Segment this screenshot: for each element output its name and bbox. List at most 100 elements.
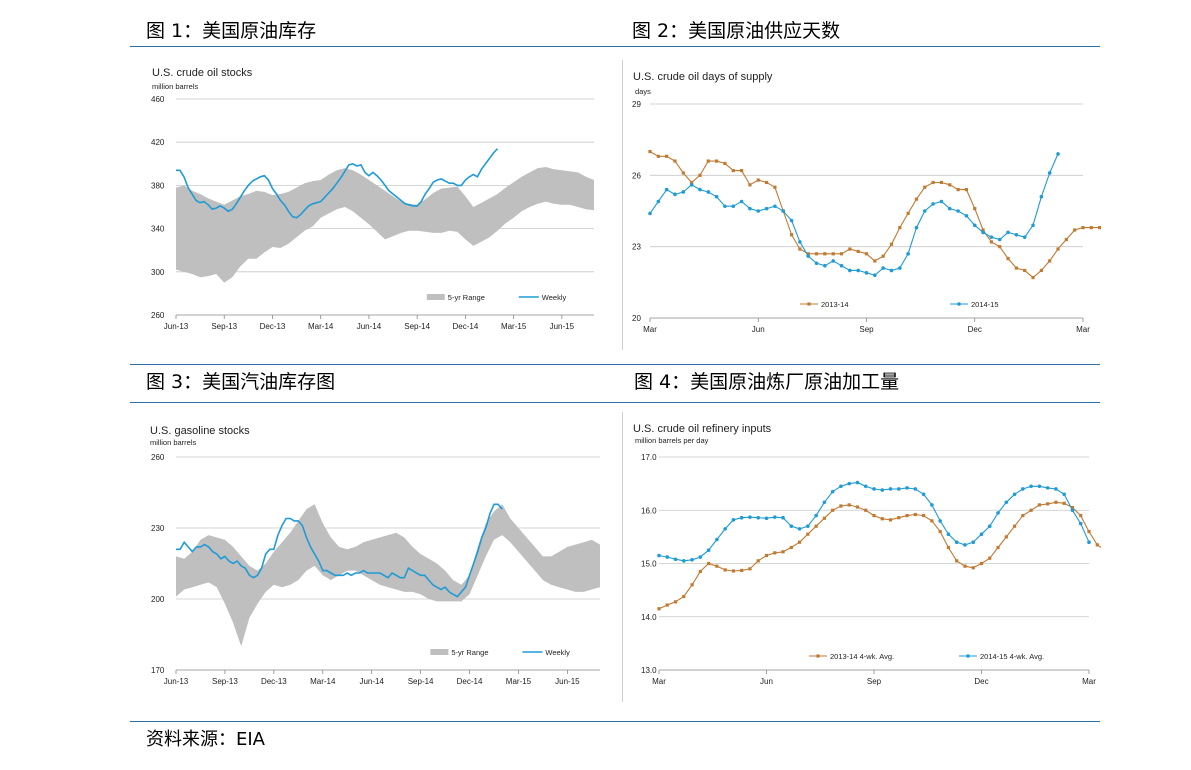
series-marker-2 [939, 199, 944, 204]
series-marker-1 [764, 180, 769, 185]
series-marker-1 [963, 564, 967, 568]
series-marker-2 [839, 263, 844, 268]
series-marker-1 [731, 168, 735, 173]
series-marker-2 [681, 190, 686, 194]
series-marker-1 [855, 505, 860, 509]
series-marker-2 [772, 515, 777, 519]
series-marker-1 [931, 180, 935, 185]
series-marker-2 [1078, 521, 1083, 526]
series-marker-2 [1021, 487, 1025, 491]
series-marker-1 [864, 508, 868, 512]
series-marker-1 [740, 568, 744, 573]
series-marker-2 [996, 511, 1000, 515]
series-marker-2 [797, 527, 802, 531]
series-line-2 [649, 153, 1059, 276]
series-marker-1 [797, 540, 802, 544]
series-marker-1 [839, 252, 844, 256]
figure-2-title: 图 2：美国原油供应天数 [632, 20, 841, 42]
series-marker-1 [897, 516, 901, 520]
series-marker-2 [979, 532, 984, 537]
series-marker-2 [972, 223, 977, 228]
y-tick-label: 23 [632, 243, 641, 252]
series-marker-1 [822, 516, 826, 520]
series-marker-1 [922, 513, 926, 518]
days-of-supply-plot: U.S. crude oil days of supply days 20 23 2… [632, 71, 1101, 334]
y-tick-label: 380 [151, 181, 165, 190]
series-marker-1 [831, 508, 835, 512]
series-marker-1 [1012, 524, 1017, 528]
series-marker-1 [748, 567, 752, 571]
series-marker-2 [1037, 484, 1042, 489]
divider-top [130, 46, 1100, 47]
divider-lower [130, 402, 1100, 403]
series-marker-2 [656, 199, 661, 204]
x-tick-label: Dec [974, 677, 988, 686]
series-marker-1 [731, 569, 736, 573]
series-marker-1 [973, 207, 977, 211]
series-marker-1 [748, 183, 752, 187]
series-marker-1 [1079, 513, 1083, 518]
series-marker-1 [1054, 500, 1058, 504]
series-marker-2 [764, 206, 769, 211]
series-marker-2 [731, 518, 736, 522]
series-marker-2 [823, 263, 827, 268]
series-marker-2 [872, 487, 876, 491]
gasoline-stocks-chart: U.S. gasoline stocks million barrels 170… [138, 412, 610, 702]
series-marker-1 [1081, 226, 1085, 230]
series-marker-2 [922, 209, 927, 213]
x-tick-label: Mar-14 [308, 322, 334, 331]
series-marker-1 [956, 188, 960, 192]
series-marker-1 [856, 249, 860, 254]
series-marker-2 [806, 524, 810, 529]
series-marker-1 [698, 569, 702, 574]
series-marker-1 [723, 568, 727, 572]
x-tick-label: Jun-14 [357, 322, 382, 331]
legend-label-1: 2013-14 4-wk. Avg. [830, 652, 894, 661]
series-marker-2 [714, 194, 719, 199]
series-marker-1 [773, 551, 777, 555]
series-marker-2 [748, 206, 752, 211]
series-marker-2 [698, 555, 703, 559]
weekly-series-line [176, 503, 503, 598]
series-marker-1 [971, 566, 975, 570]
series-marker-1 [955, 559, 959, 563]
series-marker-1 [1062, 501, 1066, 505]
series-line-1 [658, 501, 1101, 610]
y-tick-label: 29 [632, 100, 641, 109]
series-marker-1 [988, 556, 992, 560]
y-axis-label: million barrels per day [635, 436, 709, 445]
series-marker-1 [939, 180, 944, 185]
x-tick-label: Sep-14 [408, 677, 434, 686]
series-marker-1 [781, 550, 785, 554]
series-marker-1 [665, 603, 669, 607]
series-marker-2 [898, 266, 902, 270]
series-marker-2 [1029, 484, 1033, 489]
series-marker-1 [648, 149, 652, 154]
series-marker-2 [1047, 171, 1052, 175]
series-marker-1 [1095, 543, 1099, 547]
weekly-series-line [176, 148, 499, 219]
series-marker-1 [673, 600, 678, 604]
series-marker-1 [657, 607, 661, 611]
series-marker-2 [723, 527, 727, 531]
series-marker-1 [1023, 268, 1027, 273]
series-marker-2 [756, 209, 761, 213]
series-marker-2 [906, 252, 910, 256]
y-tick-label: 170 [151, 666, 165, 675]
series-marker-1 [989, 240, 994, 244]
series-marker-2 [1087, 540, 1091, 544]
series-marker-2 [863, 484, 868, 489]
series-marker-1 [1031, 275, 1035, 280]
legend-swatch-range [430, 649, 449, 655]
series-marker-1 [690, 180, 694, 185]
series-marker-1 [764, 553, 769, 558]
series-marker-2 [1022, 235, 1027, 239]
y-tick-label: 13.0 [641, 666, 657, 675]
refinery-inputs-chart: U.S. crude oil refinery inputs million b… [622, 412, 1101, 702]
series-marker-2 [798, 240, 802, 244]
series-marker-1 [848, 247, 852, 251]
x-tick-label: Jun [760, 677, 773, 686]
series-marker-1 [839, 504, 843, 508]
series-marker-2 [1045, 486, 1050, 490]
series-marker-1 [698, 173, 702, 177]
